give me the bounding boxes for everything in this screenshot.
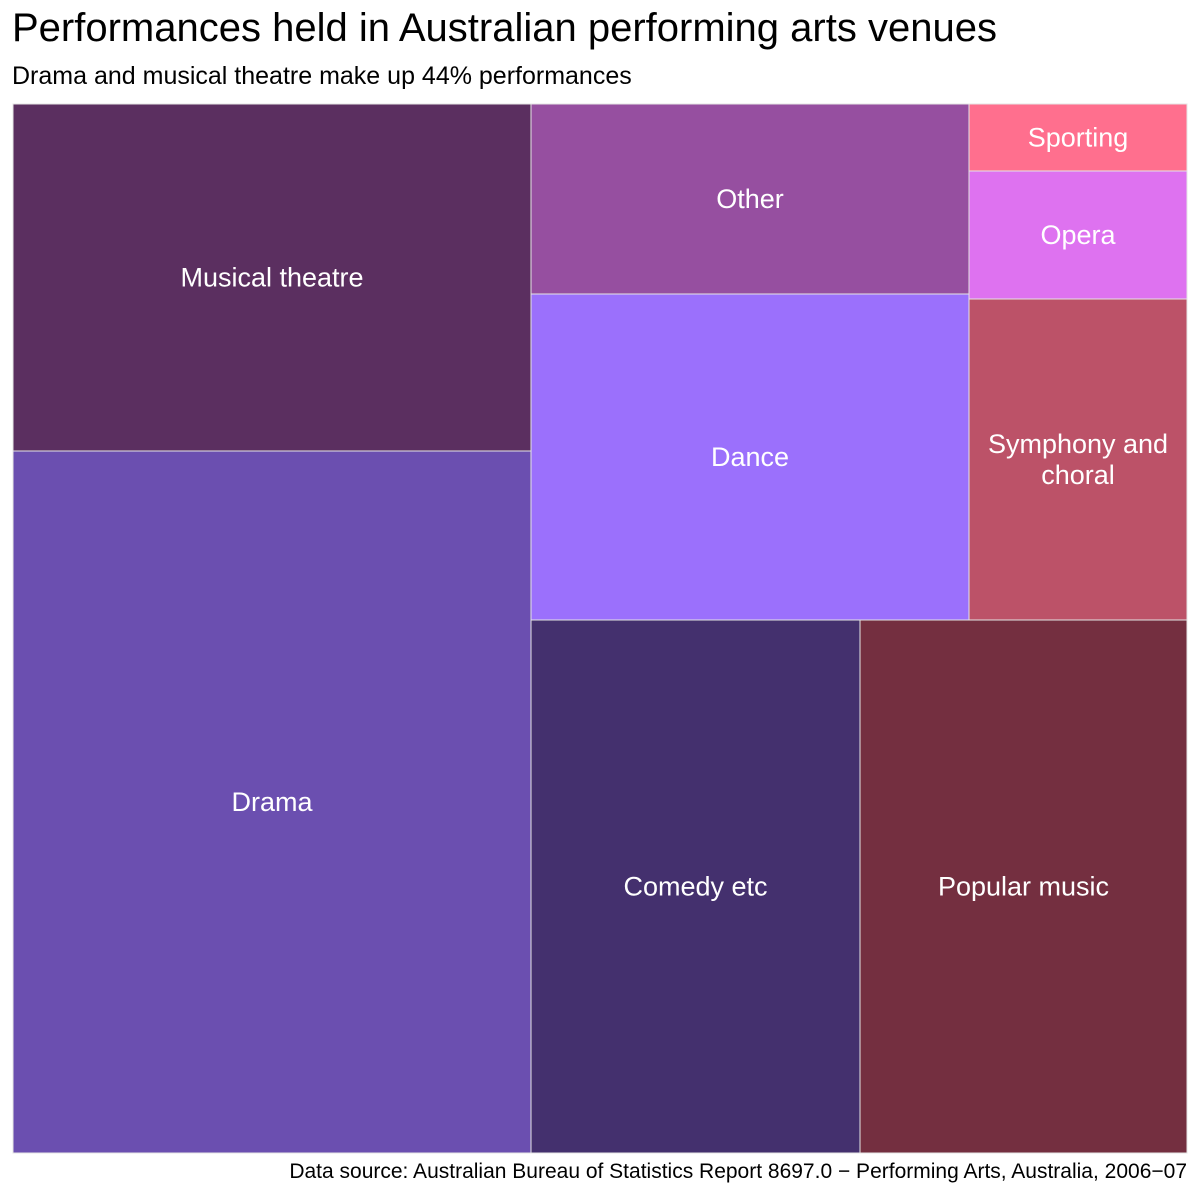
tile-label-sporting: Sporting [1028, 123, 1129, 153]
tile-label-opera: Opera [1040, 220, 1116, 250]
chart-title: Performances held in Australian performi… [12, 6, 997, 50]
data-source-caption: Data source: Australian Bureau of Statis… [289, 1160, 1187, 1183]
tile-label-comedy-etc: Comedy etc [623, 872, 767, 902]
tile-label-popular-music: Popular music [938, 872, 1109, 902]
tile-label-dance: Dance [711, 442, 789, 472]
tile-other [530, 103, 970, 295]
tile-label-musical-theatre: Musical theatre [180, 263, 363, 293]
tile-sporting [968, 103, 1188, 172]
tile-drama [12, 450, 532, 1154]
tile-comedy-etc [530, 619, 861, 1154]
tile-opera [968, 170, 1188, 300]
tile-label-other: Other [716, 184, 784, 214]
tile-label-symphony-and-choral: choral [1041, 460, 1115, 490]
tile-label-drama: Drama [231, 787, 313, 817]
tile-symphony-and-choral [968, 298, 1188, 621]
chart-subtitle: Drama and musical theatre make up 44% pe… [12, 62, 632, 90]
tile-dance [530, 293, 970, 621]
tile-label-symphony-and-choral: Symphony and [988, 429, 1168, 459]
tile-musical-theatre [12, 103, 532, 452]
